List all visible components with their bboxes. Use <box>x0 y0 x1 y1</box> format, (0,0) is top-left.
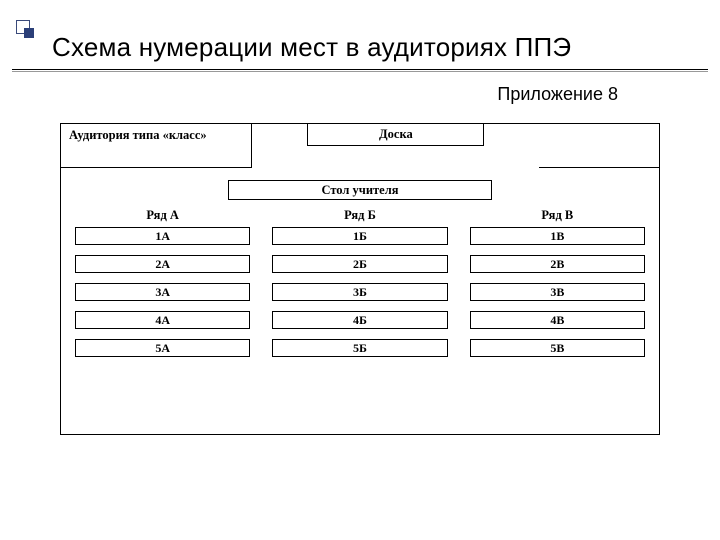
header-spacer <box>539 124 659 168</box>
seat: 3А <box>75 283 250 301</box>
appendix-label: Приложение 8 <box>12 84 708 115</box>
seat: 1А <box>75 227 250 245</box>
teacher-desk: Стол учителя <box>228 180 491 200</box>
board-label: Доска <box>307 124 484 146</box>
room-caption: Аудитория типа «класс» <box>61 124 252 168</box>
teacher-row: Стол учителя <box>61 168 659 206</box>
seat: 2В <box>470 255 645 273</box>
seat: 4А <box>75 311 250 329</box>
column-b: Ряд Б 1Б 2Б 3Б 4Б 5Б <box>272 206 447 367</box>
seat: 1В <box>470 227 645 245</box>
slide: Схема нумерации мест в аудиториях ППЭ Пр… <box>0 0 720 540</box>
seat: 5Б <box>272 339 447 357</box>
column-c: Ряд В 1В 2В 3В 4В 5В <box>470 206 645 367</box>
title-bullet-icon <box>16 20 34 38</box>
column-header: Ряд В <box>470 208 645 223</box>
column-header: Ряд Б <box>272 208 447 223</box>
column-header: Ряд А <box>75 208 250 223</box>
seat: 2Б <box>272 255 447 273</box>
seat: 5В <box>470 339 645 357</box>
seat: 3В <box>470 283 645 301</box>
seat: 1Б <box>272 227 447 245</box>
title-underline <box>12 69 708 70</box>
seat: 4Б <box>272 311 447 329</box>
seat-grid: Ряд А 1А 2А 3А 4А 5А Ряд Б 1Б 2Б 3Б 4Б 5… <box>61 206 659 371</box>
seat: 2А <box>75 255 250 273</box>
page-title: Схема нумерации мест в аудиториях ППЭ <box>12 10 708 67</box>
column-a: Ряд А 1А 2А 3А 4А 5А <box>75 206 250 367</box>
frame-header: Аудитория типа «класс» Доска <box>61 124 659 168</box>
classroom-frame: Аудитория типа «класс» Доска Стол учител… <box>60 123 660 435</box>
board-wrap: Доска <box>252 124 539 168</box>
seat: 3Б <box>272 283 447 301</box>
seat: 5А <box>75 339 250 357</box>
seat: 4В <box>470 311 645 329</box>
